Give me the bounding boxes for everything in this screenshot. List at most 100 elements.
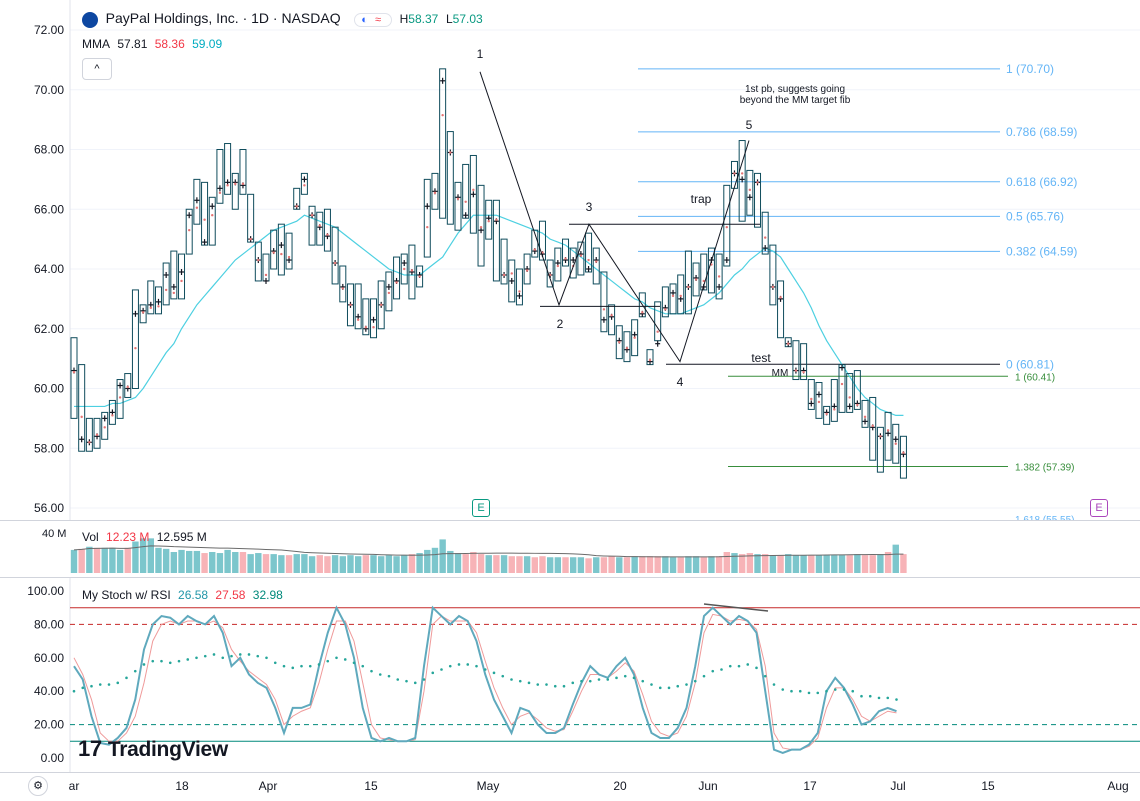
fib-levels: 1 (70.70) 0.786 (68.59) 0.618 (66.92) 0.5 (… [638,62,1077,526]
stoch-rsi-chart[interactable]: 100.00 80.00 60.00 40.00 20.00 0.00 [0,578,1140,772]
price-bar [201,181,209,246]
price-bar-mid-dot [733,172,736,175]
volume-bar [539,556,546,573]
rsi-dot [685,683,688,686]
price-bar [669,283,677,315]
price-bar-range [354,283,362,330]
volume-bar [854,554,861,573]
price-bar-mid-dot [756,181,759,184]
price-bar-mid-dot [625,346,629,350]
price-bar [370,298,378,339]
ma-legend[interactable]: MMA 57.81 58.36 59.09 [82,37,226,51]
price-bar-range [577,241,585,276]
rsi-dot [825,689,828,693]
volume-bars [70,538,907,573]
rsi-dot [755,666,758,670]
price-bar-mid-dot [464,200,467,203]
price-bar-mid-dot [840,382,844,386]
price-bar-range [469,154,477,234]
rsi-dot [562,684,566,688]
wave-label-4: 4 [677,375,684,389]
rsi-dot [160,659,163,663]
rsi-dot [387,674,391,678]
note-line-2: beyond the MM target fib [740,95,851,106]
price-bar-mid-dot [694,278,698,281]
volume-bar [662,556,669,573]
rsi-dot [728,664,732,668]
settings-button[interactable]: ⚙ [28,776,48,796]
price-tick-label: 68.00 [34,143,64,157]
price-bar-range [754,172,762,228]
rsi-dot [650,683,653,686]
price-bar [454,181,462,231]
price-bar-range [692,262,700,297]
stoch-legend[interactable]: My Stoch w/ RSI 26.58 27.58 32.98 [82,588,287,602]
price-bar-mid-dot [349,303,352,307]
volume-bar [339,556,346,573]
earnings-badge[interactable]: E [472,499,490,517]
volume-pane[interactable]: Vol 12.23 M 12.595 M 40 M [0,521,1140,577]
price-bar [231,172,239,210]
price-bar-range [377,280,385,330]
price-bar [800,343,808,381]
volume-legend[interactable]: Vol 12.23 M 12.595 M [82,530,211,544]
price-bar-mid-dot [833,408,836,411]
rsi-dot [405,679,408,683]
compare-chip[interactable]: ◐ ≈ [354,12,392,27]
volume-bar [155,547,162,573]
volume-bar [493,555,500,573]
price-bar [331,226,339,285]
price-grid [69,0,1140,520]
time-axis[interactable]: ar 18 Apr 15 May 20 Jun 17 Jul 15 Aug [0,773,1140,801]
ma-value-2: 58.36 [154,37,185,51]
volume-chart[interactable] [0,521,1140,577]
price-bar [393,256,401,300]
price-tick-label: 62.00 [34,322,64,336]
volume-bar [447,550,454,573]
price-bar [270,229,278,270]
price-bar-range [500,238,508,285]
collapse-legend-button[interactable]: ^ [82,58,112,80]
divergence-line [703,603,769,612]
rsi-dot [177,659,181,663]
time-tick-label: 15 [981,779,995,793]
price-bar-mid-dot [356,318,360,321]
price-bar [554,247,562,282]
price-bar-range [439,68,447,219]
volume-bar [792,555,800,573]
price-bar-mid-dot [679,294,682,298]
price-pane[interactable]: 72.00 70.00 68.00 66.00 64.00 62.00 60.00 58.00… [0,0,1140,526]
price-bar-range [623,331,631,363]
pane-separator[interactable] [0,520,1140,521]
time-tick-label: Aug [1107,779,1128,793]
volume-bar [370,555,377,573]
price-bar-mid-dot [894,442,897,445]
rsi-dot [168,661,172,665]
price-bar [715,253,723,300]
stoch-pane[interactable]: 100.00 80.00 60.00 40.00 20.00 0.00 My Stoch … [0,578,1140,772]
symbol-title[interactable]: PayPal Holdings, Inc. · 1D · NASDAQ [105,10,341,26]
volume-bar [170,552,178,573]
price-bar [876,426,884,473]
symbol-logo-icon[interactable] [82,11,98,28]
price-chart[interactable]: 72.00 70.00 68.00 66.00 64.00 62.00 60.00 58.00… [0,0,1140,526]
price-bar-mid-dot [203,218,206,221]
volume-bar [800,555,807,573]
price-bar [508,259,516,303]
rsi-dot [615,676,618,680]
price-bar-mid-dot [195,206,199,209]
fib-level-label: 0.382 (64.59) [1006,244,1077,258]
rsi-dot [291,666,295,670]
earnings-badge-upcoming[interactable]: E [1090,499,1108,517]
time-tick-label: Jul [890,779,905,793]
price-bar [485,199,493,240]
rsi-dot [790,689,793,693]
price-bar-range [600,271,608,333]
high-value: 58.37 [408,12,439,26]
volume-bar [654,556,661,573]
rsi-dot [588,679,592,683]
pane-separator[interactable] [0,577,1140,578]
tradingview-logo[interactable]: 17 TradingView [78,736,228,762]
volume-bar [769,555,777,573]
volume-bar [846,555,853,573]
